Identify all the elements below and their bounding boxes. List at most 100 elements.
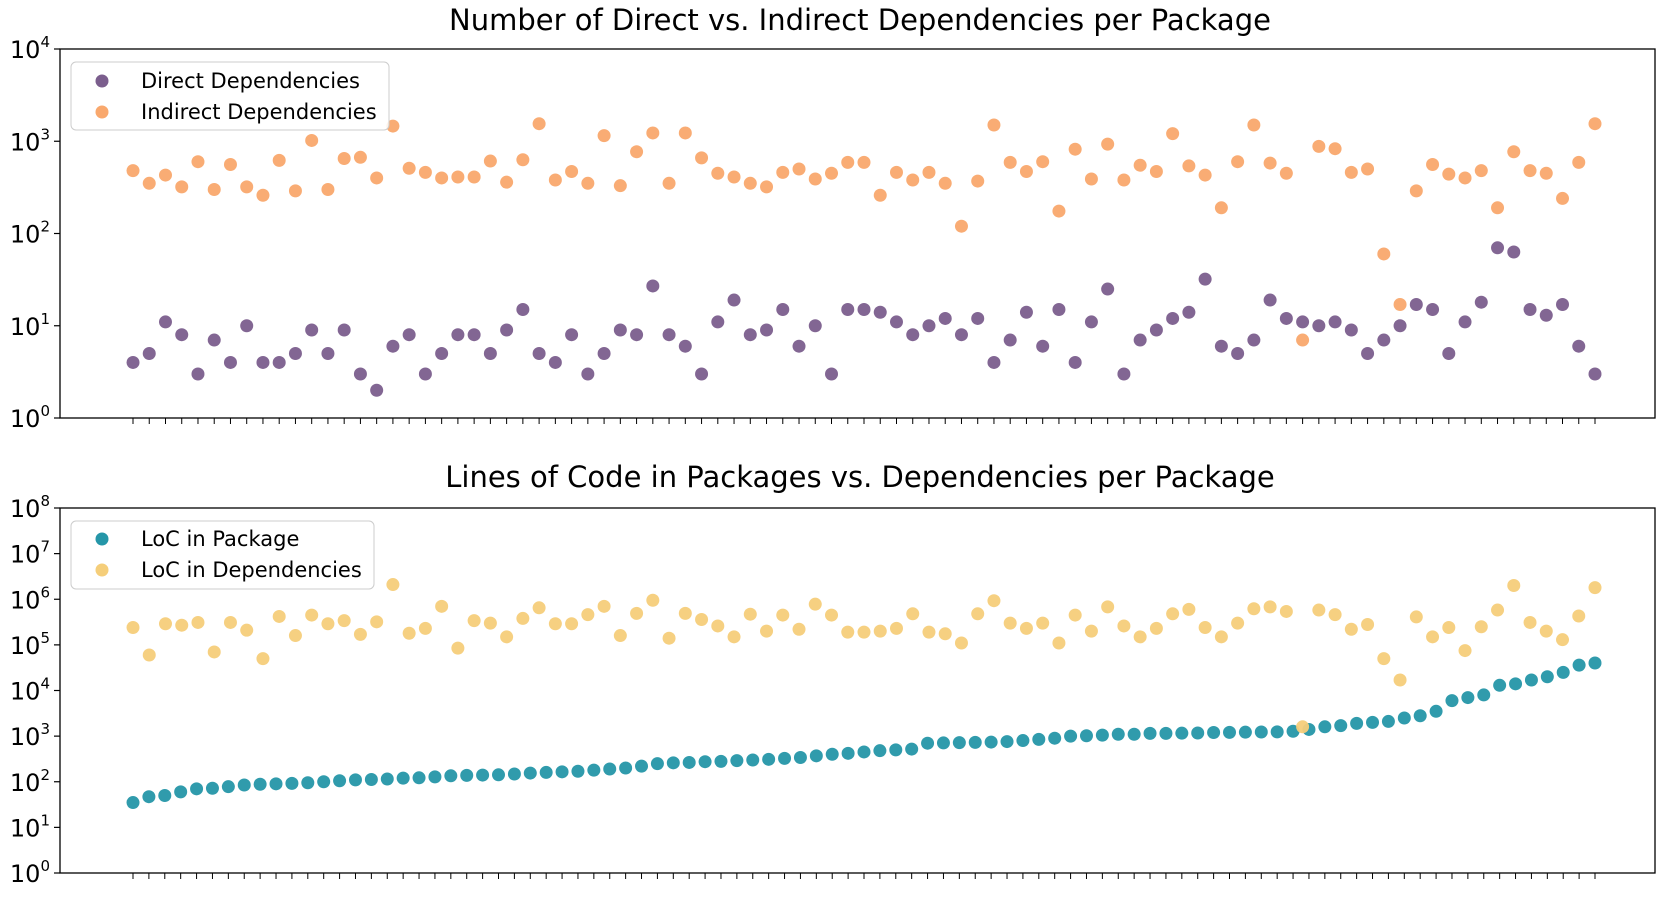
data-point <box>873 305 887 319</box>
data-point <box>889 621 903 635</box>
data-point <box>1556 297 1570 311</box>
data-point <box>321 347 335 361</box>
data-point <box>175 328 189 342</box>
data-point <box>1095 728 1109 742</box>
data-point <box>1523 164 1537 178</box>
data-point <box>386 119 400 133</box>
data-point <box>1101 137 1115 151</box>
data-point <box>1572 339 1586 353</box>
data-point <box>1149 323 1163 337</box>
y-tick-exponent: 0 <box>40 402 50 420</box>
y-tick-label: 102 <box>10 218 50 249</box>
data-point <box>650 757 664 771</box>
data-point <box>1003 155 1017 169</box>
data-point <box>1539 308 1553 322</box>
data-point <box>1198 621 1212 635</box>
data-point <box>1036 155 1050 169</box>
data-point <box>666 756 680 770</box>
data-point <box>253 777 267 791</box>
data-point <box>207 645 221 659</box>
data-point <box>743 176 757 190</box>
data-point <box>646 279 660 293</box>
data-point <box>1296 720 1310 734</box>
data-point <box>695 367 709 381</box>
y-tick-label: 107 <box>10 538 50 569</box>
y-tick-label: 104 <box>10 675 50 706</box>
data-point <box>386 578 400 592</box>
data-point <box>158 617 172 631</box>
data-point <box>1166 607 1180 621</box>
legend-label-loc-dependencies: LoC in Dependencies <box>141 558 362 582</box>
data-point <box>321 617 335 631</box>
legend-dependencies: Direct Dependencies Indirect Dependencie… <box>70 61 390 131</box>
data-point <box>825 166 839 180</box>
data-point <box>237 778 251 792</box>
data-point <box>1344 323 1358 337</box>
data-point <box>954 328 968 342</box>
data-point <box>1133 333 1147 347</box>
data-point <box>1003 616 1017 630</box>
data-point <box>516 611 530 625</box>
data-point <box>500 323 514 337</box>
data-point <box>792 162 806 176</box>
legend-loc: LoC in Package LoC in Dependencies <box>70 520 375 590</box>
data-point <box>532 117 546 131</box>
data-point <box>1334 719 1348 733</box>
data-point <box>1556 665 1570 679</box>
data-point <box>240 623 254 637</box>
data-point <box>1048 731 1062 745</box>
data-point <box>1214 201 1228 215</box>
data-point <box>1458 315 1472 329</box>
data-point <box>1238 725 1252 739</box>
data-point <box>333 774 347 788</box>
data-point <box>662 176 676 190</box>
data-point <box>630 606 644 620</box>
data-point <box>1377 247 1391 261</box>
data-point <box>711 166 725 180</box>
data-point <box>743 607 757 621</box>
data-point <box>158 315 172 329</box>
data-point <box>142 790 156 804</box>
data-point <box>1344 165 1358 179</box>
data-point <box>1254 725 1268 739</box>
data-point <box>1036 339 1050 353</box>
data-point <box>1111 727 1125 741</box>
top-panel: Number of Direct vs. Indirect Dependenci… <box>10 3 1656 433</box>
data-point <box>467 328 481 342</box>
data-point <box>662 631 676 645</box>
data-point <box>435 599 449 613</box>
y-tick-exponent: 1 <box>40 811 50 829</box>
data-point <box>1572 609 1586 623</box>
data-point <box>1175 726 1189 740</box>
data-point <box>825 608 839 622</box>
data-point <box>288 629 302 643</box>
data-point <box>987 594 1001 608</box>
data-point <box>1117 619 1131 633</box>
data-point <box>760 624 774 638</box>
data-point <box>1377 333 1391 347</box>
data-point <box>451 170 465 184</box>
data-point <box>938 176 952 190</box>
data-point <box>808 597 822 611</box>
data-point <box>938 627 952 641</box>
data-point <box>1344 622 1358 636</box>
data-point <box>1231 347 1245 361</box>
data-point <box>353 367 367 381</box>
data-point <box>1019 305 1033 319</box>
data-point <box>1279 166 1293 180</box>
data-point <box>1019 164 1033 178</box>
data-point <box>418 367 432 381</box>
y-tick-exponent: 7 <box>40 538 50 556</box>
data-point <box>272 609 286 623</box>
data-point <box>1393 319 1407 333</box>
data-point <box>1231 155 1245 169</box>
data-point <box>630 328 644 342</box>
data-point <box>1361 162 1375 176</box>
data-point <box>1133 630 1147 644</box>
data-point <box>223 615 237 629</box>
data-point <box>1214 339 1228 353</box>
data-point <box>711 315 725 329</box>
y-tick-base: 10 <box>10 860 41 888</box>
data-point <box>762 752 776 766</box>
data-point <box>221 780 235 794</box>
